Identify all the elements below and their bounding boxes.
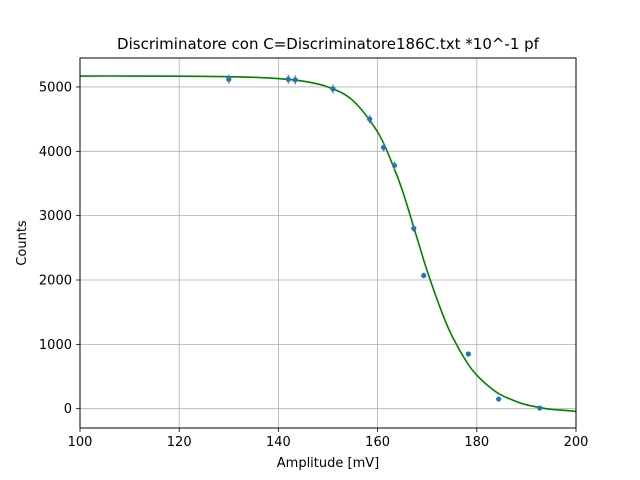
x-tick-label: 100 xyxy=(68,435,93,450)
x-tick-label: 120 xyxy=(167,435,192,450)
data-point xyxy=(537,405,543,411)
data-points-layer xyxy=(226,74,543,411)
fit-curve-layer xyxy=(79,75,577,413)
data-point xyxy=(285,76,291,82)
data-point xyxy=(330,86,336,92)
data-point xyxy=(465,351,471,357)
chart-title: Discriminatore con C=Discriminatore186C.… xyxy=(117,35,540,53)
x-tick-label: 200 xyxy=(564,435,589,450)
data-point xyxy=(380,144,387,151)
data-point xyxy=(391,162,398,169)
x-tick-label: 160 xyxy=(365,435,390,450)
x-tick-label: 140 xyxy=(266,435,291,450)
plot-frame xyxy=(79,57,577,429)
y-tick-label: 4000 xyxy=(39,145,72,160)
data-point xyxy=(226,76,232,82)
data-point xyxy=(292,77,298,83)
grid xyxy=(79,58,577,428)
y-tick-label: 5000 xyxy=(39,80,72,95)
y-tick-label: 2000 xyxy=(39,274,72,289)
data-point xyxy=(496,396,502,402)
data-point xyxy=(367,116,373,122)
fit-curve xyxy=(79,75,577,413)
x-tick-label: 180 xyxy=(464,435,489,450)
y-tick-label: 1000 xyxy=(39,338,72,353)
y-tick-label: 3000 xyxy=(39,209,72,224)
data-point xyxy=(411,225,417,232)
y-axis-label: Counts xyxy=(15,220,30,266)
data-point xyxy=(421,272,427,279)
y-tick-label: 0 xyxy=(64,402,72,417)
x-axis-label: Amplitude [mV] xyxy=(277,456,379,471)
